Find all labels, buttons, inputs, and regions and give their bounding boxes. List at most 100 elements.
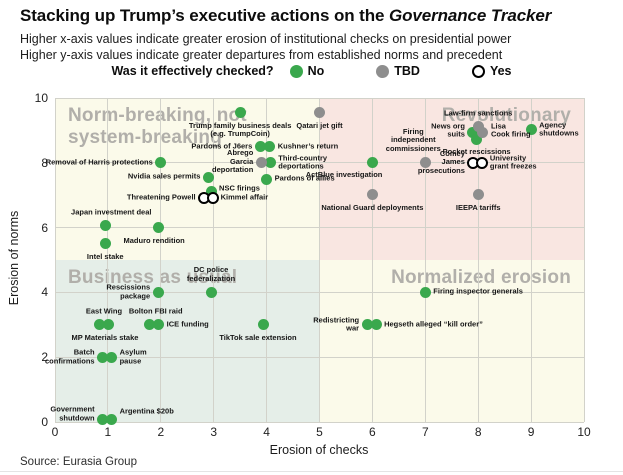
gridline-x-2 (160, 98, 162, 422)
point-label: Firing independent commissioners (385, 126, 441, 154)
data-point-tbd (472, 189, 484, 201)
legend-item-yes: Yes (471, 64, 512, 78)
point-label: Firing inspector generals (433, 287, 523, 297)
data-point-no (261, 173, 273, 185)
point-label: IEEPA tariffs (455, 202, 501, 212)
gridline-x-0 (54, 98, 56, 422)
quadrant-normalized-erosion (319, 260, 584, 422)
y-tick-8: 8 (41, 155, 48, 170)
data-point-no (152, 222, 164, 234)
point-label: Abrego Garcia deportation (212, 148, 254, 175)
data-point-no (155, 157, 167, 169)
x-tick-2: 2 (157, 425, 165, 439)
gridline-y-8 (55, 162, 584, 164)
quadrant-business-as-usual (55, 260, 320, 422)
point-label: Trump family business deals (e.g. TrumpC… (188, 120, 292, 139)
data-point-no (97, 413, 109, 425)
data-point-no (103, 319, 115, 331)
data-point-no (99, 220, 111, 232)
data-point-no (370, 319, 382, 331)
point-label: Government shutdown (50, 404, 95, 423)
quadrant-label-revolutionary: Revolutionary (441, 105, 571, 126)
data-point-no (106, 351, 118, 363)
y-tick-0: 0 (41, 415, 48, 429)
x-tick-1: 1 (104, 425, 112, 439)
data-point-no (106, 413, 118, 425)
point-label: Agency shutdowns (539, 120, 579, 138)
point-label: MP Materials stake (71, 332, 139, 342)
no-dot-icon (289, 64, 303, 78)
gridline-x-5 (319, 98, 320, 422)
y-axis-label: Erosion of norms (7, 210, 21, 306)
point-label: Intel stake (86, 251, 124, 261)
point-label: Argentina $20b (119, 407, 174, 417)
point-label: Redistricting war (313, 315, 360, 333)
page-title: Stacking up Trump’s executive actions on… (20, 6, 551, 26)
subtitle-line-1: Higher x-axis values indicate greater er… (20, 32, 512, 46)
gridline-x-10 (583, 98, 585, 422)
data-point-no (97, 351, 109, 363)
data-point-yes (206, 192, 219, 205)
data-point-no (419, 286, 431, 298)
point-label: Pocket rescissions (442, 147, 511, 157)
point-label: Batch confirmations (45, 347, 95, 366)
data-point-no (525, 124, 537, 136)
data-point-no (202, 171, 214, 183)
point-label: Third-country deportations (278, 153, 328, 171)
gridline-x-6 (371, 98, 373, 422)
point-label: Qatari jet gift (296, 120, 343, 130)
y-tick-10: 10 (34, 91, 48, 105)
data-point-tbd (472, 121, 484, 132)
point-label: Bolton FBI raid (128, 306, 183, 316)
title-italic-text: Governance Tracker (388, 6, 552, 25)
data-point-tbd (314, 107, 325, 119)
quadrant-norm-breaking (55, 98, 320, 260)
point-label: ICE funding (166, 319, 209, 329)
x-tick-0: 0 (51, 425, 59, 439)
point-label: National Guard deployments (321, 202, 424, 212)
data-point-no (258, 319, 270, 331)
data-point-no (152, 286, 164, 298)
legend: Was it effectively checked? No TBD Yes (0, 64, 623, 78)
data-point-tbd (477, 127, 489, 139)
quadrant-revolutionary (319, 98, 584, 260)
subtitle-line-2: Higher y-axis values indicate greater de… (20, 48, 503, 62)
data-point-tbd (255, 156, 267, 168)
y-tick-6: 6 (41, 220, 48, 235)
gridline-x-4 (266, 98, 268, 422)
point-label: Lisa Cook firing (490, 121, 531, 139)
point-label: Kimmel affair (220, 193, 269, 203)
legend-item-no: No (289, 64, 325, 78)
point-label: East Wing (85, 306, 123, 316)
x-tick-7: 7 (421, 425, 429, 439)
x-tick-3: 3 (210, 425, 218, 439)
data-point-no (99, 238, 111, 250)
data-point-no (144, 319, 156, 331)
data-point-tbd (366, 189, 378, 201)
gridline-x-8 (477, 98, 479, 422)
point-label: Asylum pause (119, 347, 147, 366)
quadrant-label-normalized-erosion: Normalized erosion (391, 267, 571, 288)
point-label: Removal of Harris protections (45, 157, 153, 167)
data-point-no (254, 141, 266, 153)
gridline-x-7 (424, 98, 426, 422)
x-tick-10: 10 (577, 425, 591, 439)
data-point-no (467, 127, 479, 139)
gridline-y-0 (55, 421, 584, 423)
point-label: Nvidia sales permits (127, 172, 201, 182)
legend-item-label: No (307, 64, 325, 78)
gridline-x-3 (213, 98, 215, 422)
data-point-no (471, 133, 483, 145)
x-tick-9: 9 (527, 425, 535, 439)
point-label: Japan investment deal (71, 207, 152, 217)
point-label: News org suits (431, 121, 465, 139)
data-point-no (205, 286, 217, 298)
gridline-x-1 (107, 98, 109, 422)
gridline-y-10 (55, 97, 584, 99)
quadrant-label-business-as-usual: Business as usual (68, 267, 238, 288)
data-point-no (366, 157, 378, 169)
point-label: Threatening Powell (126, 193, 196, 203)
data-point-tbd (419, 157, 431, 169)
